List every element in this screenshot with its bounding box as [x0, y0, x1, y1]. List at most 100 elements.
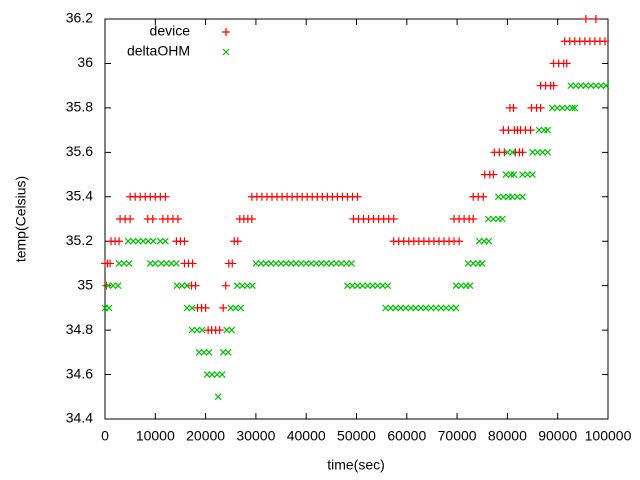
x-axis-label: time(sec): [327, 457, 385, 473]
point: [218, 371, 226, 378]
point: [529, 148, 536, 156]
point: [156, 237, 164, 245]
point: [571, 104, 579, 112]
point: [558, 104, 566, 112]
point: [518, 148, 527, 157]
x-tick-label: 60000: [387, 428, 426, 444]
point: [437, 304, 445, 312]
y-tick-label: 34.4: [66, 410, 93, 426]
point: [369, 282, 377, 290]
point: [581, 15, 590, 23]
point: [193, 326, 201, 334]
point: [344, 282, 351, 290]
point: [157, 260, 165, 267]
point: [282, 260, 290, 267]
point: [582, 82, 590, 90]
y-tick-label: 34.6: [66, 365, 93, 381]
point: [134, 237, 142, 245]
point: [120, 260, 128, 267]
point: [397, 304, 405, 312]
legend-label: device: [150, 23, 191, 39]
point: [151, 260, 159, 267]
x-tick-label: 30000: [236, 428, 275, 444]
y-tick-label: 36.2: [66, 10, 93, 26]
point: [524, 171, 531, 178]
point: [317, 260, 325, 267]
point: [115, 237, 124, 246]
point: [148, 215, 157, 223]
point: [237, 304, 245, 312]
point: [549, 81, 558, 90]
point: [115, 260, 123, 267]
point: [322, 260, 330, 267]
point: [577, 82, 585, 90]
point: [354, 282, 361, 290]
point: [364, 282, 371, 290]
point: [183, 282, 191, 290]
point: [162, 260, 170, 267]
point: [489, 170, 498, 179]
point: [302, 260, 310, 267]
point: [188, 259, 197, 268]
point: [213, 371, 221, 378]
point: [572, 82, 580, 90]
point: [464, 260, 472, 267]
point: [205, 348, 213, 356]
point: [201, 303, 210, 312]
point: [272, 260, 280, 267]
point: [478, 260, 486, 267]
point: [292, 260, 300, 267]
point: [452, 282, 460, 290]
point: [544, 148, 552, 156]
point: [507, 171, 515, 178]
x-tick-label: 100000: [585, 428, 632, 444]
point: [223, 326, 231, 334]
point: [203, 371, 211, 378]
point: [257, 260, 265, 267]
point: [519, 193, 526, 201]
point: [104, 282, 112, 290]
legend-label: deltaOHM: [127, 43, 190, 59]
x-tick-label: 90000: [538, 428, 577, 444]
x-tick-label: 70000: [438, 428, 477, 444]
point: [567, 82, 575, 90]
point: [224, 348, 232, 356]
point: [509, 193, 516, 201]
point: [287, 260, 295, 267]
point: [332, 260, 340, 267]
point: [105, 304, 113, 312]
point: [452, 304, 460, 312]
point: [387, 304, 395, 312]
point: [161, 237, 169, 245]
point: [412, 304, 420, 312]
x-tick-label: 0: [101, 428, 109, 444]
point: [475, 237, 483, 245]
point: [349, 282, 356, 290]
y-tick-label: 34.8: [66, 321, 93, 337]
point: [600, 37, 609, 46]
point: [219, 348, 227, 356]
point: [228, 259, 237, 268]
y-tick-label: 35: [77, 276, 93, 292]
point: [484, 215, 492, 223]
point: [227, 304, 235, 312]
point: [327, 260, 335, 267]
point: [562, 59, 571, 68]
x-tick-label: 80000: [488, 428, 527, 444]
point: [139, 237, 147, 245]
y-tick-label: 35.2: [66, 232, 93, 248]
point: [173, 215, 182, 223]
point: [297, 260, 305, 267]
point: [485, 237, 493, 245]
point: [247, 215, 256, 223]
point: [173, 260, 180, 267]
point: [348, 260, 355, 267]
point: [510, 171, 518, 178]
point: [442, 304, 450, 312]
point: [457, 282, 465, 290]
point: [233, 237, 242, 246]
point: [126, 215, 135, 223]
point: [509, 103, 518, 112]
point: [591, 15, 600, 23]
